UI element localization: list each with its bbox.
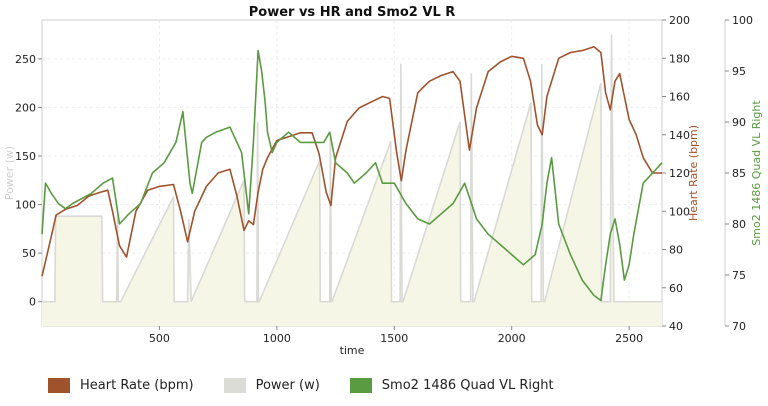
y-axis-heart-rate: 40 60 80 100 120 140 160 180 200 bbox=[662, 14, 690, 333]
tick-label-time: 2500 bbox=[615, 332, 643, 345]
legend-item-smo2: Smo2 1486 Quad VL Right bbox=[349, 378, 554, 393]
legend-swatch-smo2 bbox=[349, 378, 372, 393]
tick-label-smo2: 75 bbox=[732, 269, 746, 282]
chart-title: Power vs HR and Smo2 VL R bbox=[249, 5, 456, 20]
y-axis-power-title: Power (w) bbox=[3, 146, 16, 200]
tick-label-smo2: 70 bbox=[732, 320, 746, 333]
legend-label-power: Power (w) bbox=[255, 378, 320, 393]
x-axis-time: 500 1000 1500 2000 2500 bbox=[149, 326, 643, 345]
tick-label-smo2: 85 bbox=[732, 167, 746, 180]
y-axis-smo2-title: Smo2 1486 Quad VL Right bbox=[750, 100, 763, 246]
tick-label-power: 100 bbox=[15, 199, 36, 212]
tick-label-heart-rate: 120 bbox=[669, 167, 690, 180]
tick-label-time: 2000 bbox=[498, 332, 526, 345]
legend-item-heart-rate: Heart Rate (bpm) bbox=[48, 378, 194, 393]
tick-label-heart-rate: 80 bbox=[669, 244, 683, 257]
x-axis-title: time bbox=[340, 344, 365, 357]
smo2-line bbox=[41, 49, 663, 302]
tick-label-power: 0 bbox=[29, 296, 36, 309]
legend-swatch-heart-rate bbox=[48, 378, 70, 393]
y-axis-heart-rate-title: Heart Rate (bpm) bbox=[687, 125, 700, 221]
tick-label-smo2: 100 bbox=[732, 14, 753, 27]
smo2-series bbox=[41, 49, 663, 302]
tick-label-heart-rate: 200 bbox=[669, 14, 690, 27]
tick-label-smo2: 95 bbox=[732, 65, 746, 78]
tick-label-power: 150 bbox=[15, 150, 36, 163]
tick-label-time: 1500 bbox=[380, 332, 408, 345]
legend-swatch-power bbox=[223, 378, 246, 393]
legend: Heart Rate (bpm) Power (w) Smo2 1486 Qua… bbox=[48, 378, 584, 393]
legend-label-smo2: Smo2 1486 Quad VL Right bbox=[381, 378, 554, 393]
tick-label-power: 200 bbox=[15, 101, 36, 114]
y-axis-smo2: 70 75 80 85 90 95 100 bbox=[724, 14, 753, 333]
tick-label-heart-rate: 60 bbox=[669, 282, 683, 295]
legend-label-heart-rate: Heart Rate (bpm) bbox=[80, 378, 194, 393]
power-area bbox=[42, 34, 662, 326]
heart-rate-series bbox=[41, 46, 662, 277]
power-line bbox=[42, 34, 662, 303]
tick-label-time: 1000 bbox=[263, 332, 291, 345]
tick-label-heart-rate: 100 bbox=[669, 205, 690, 218]
power-series bbox=[42, 34, 662, 326]
heart-rate-line bbox=[41, 46, 662, 277]
tick-label-heart-rate: 160 bbox=[669, 91, 690, 104]
tick-label-heart-rate: 180 bbox=[669, 52, 690, 65]
tick-label-smo2: 80 bbox=[732, 218, 746, 231]
legend-item-power: Power (w) bbox=[223, 378, 320, 393]
tick-label-power: 250 bbox=[15, 53, 36, 66]
y-axis-power: 0 50 100 150 200 250 bbox=[15, 53, 42, 309]
tick-label-heart-rate: 40 bbox=[669, 320, 683, 333]
tick-label-power: 50 bbox=[22, 247, 36, 260]
tick-label-heart-rate: 140 bbox=[669, 129, 690, 142]
tick-label-time: 500 bbox=[149, 332, 170, 345]
tick-label-smo2: 90 bbox=[732, 116, 746, 129]
